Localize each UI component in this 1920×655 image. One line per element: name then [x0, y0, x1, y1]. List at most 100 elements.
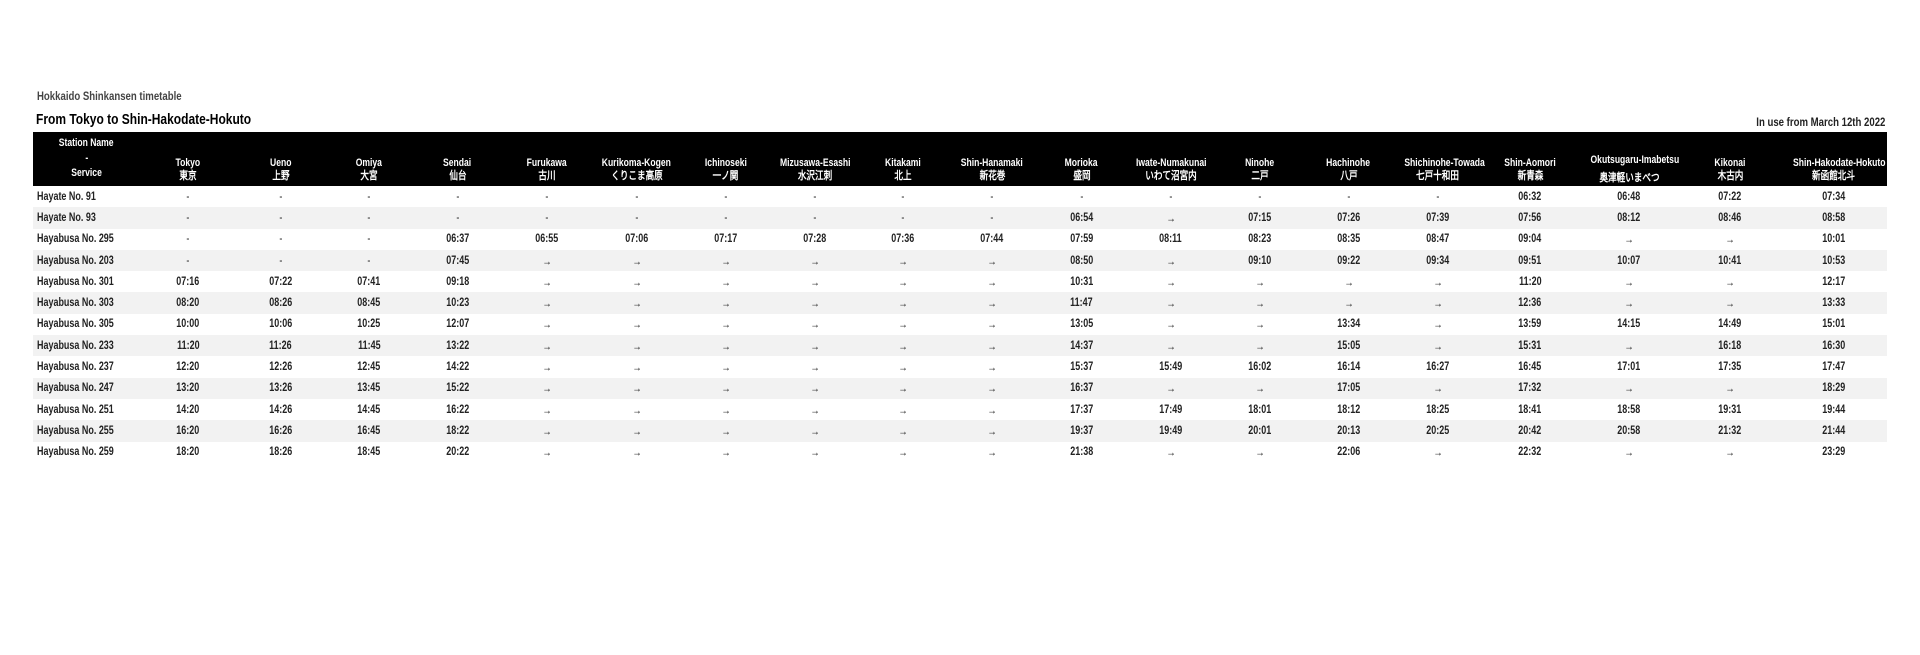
passes-arrow: →	[502, 420, 592, 441]
cell-text: →	[1624, 381, 1634, 396]
no-service-dash: -	[770, 186, 859, 207]
cell-text: 07:06	[625, 233, 648, 246]
cell-text: →	[898, 360, 908, 375]
passes-arrow: →	[770, 420, 859, 441]
cell-text: 16:45	[1518, 361, 1542, 374]
cell-text: 19:37	[1070, 424, 1093, 437]
passes-arrow: →	[1126, 442, 1215, 463]
cell-text: 15:31	[1518, 339, 1542, 352]
passes-arrow: →	[1393, 271, 1482, 292]
time-cell: 10:41	[1680, 250, 1780, 271]
cell-text: -	[279, 190, 282, 203]
passes-arrow: →	[770, 399, 859, 420]
time-cell: 15:49	[1126, 356, 1215, 377]
passes-arrow: →	[592, 356, 681, 377]
station-name-en: Furukawa	[526, 157, 568, 169]
time-cell: 07:17	[681, 229, 770, 250]
passes-arrow: →	[1215, 442, 1304, 463]
cell-text: →	[1254, 381, 1265, 396]
cell-text: →	[631, 360, 642, 375]
cell-text: →	[809, 445, 820, 460]
station-name-en: Mizusawa-Esashi	[779, 157, 851, 169]
station-name-en: Morioka	[1065, 157, 1098, 169]
cell-text: 07:39	[1426, 211, 1449, 224]
time-cell: 14:22	[413, 356, 502, 377]
station-name-jp: 新花巻	[979, 170, 1005, 182]
cell-text: →	[809, 402, 820, 417]
passes-arrow: →	[770, 271, 859, 292]
cell-text: →	[987, 296, 997, 311]
passes-arrow: →	[1215, 271, 1304, 292]
service-name: Hayate No. 93	[33, 207, 140, 228]
time-cell: 14:15	[1578, 314, 1680, 335]
cell-text: -	[545, 211, 549, 224]
time-cell: 08:11	[1126, 229, 1215, 250]
time-cell: 07:59	[1037, 229, 1126, 250]
passes-arrow: →	[1393, 292, 1482, 313]
station-header: Iwate-Numakunai いわて沼宮内	[1126, 132, 1215, 186]
table-row: Hayabusa No. 237 12:20 12:26 12:45 14:22 → → → →…	[33, 356, 1887, 377]
cell-text: 15:37	[1070, 361, 1093, 374]
station-name-jp: 盛岡	[1072, 170, 1091, 182]
time-cell: 17:47	[1780, 356, 1887, 377]
time-cell: 10:25	[325, 314, 413, 335]
passes-arrow: →	[681, 399, 770, 420]
cell-text: -	[635, 190, 638, 203]
station-name-jp: 大宮	[360, 170, 378, 182]
time-cell: 10:01	[1780, 229, 1887, 250]
passes-arrow: →	[947, 442, 1037, 463]
cell-text: 14:15	[1617, 318, 1641, 331]
time-cell: 20:58	[1578, 420, 1680, 441]
cell-text: →	[898, 296, 908, 311]
service-name: Hayabusa No. 303	[33, 292, 140, 313]
station-name-jp: 二戸	[1250, 170, 1269, 182]
time-cell: 08:35	[1304, 229, 1393, 250]
cell-text: →	[987, 317, 997, 332]
time-cell: 21:32	[1680, 420, 1780, 441]
time-cell: 08:45	[325, 292, 413, 313]
passes-arrow: →	[1126, 207, 1215, 228]
no-service-dash: -	[1215, 186, 1304, 207]
cell-text: →	[987, 381, 997, 396]
station-header: Tokyo 東京	[140, 132, 236, 186]
cell-text: 18:01	[1248, 403, 1271, 416]
time-cell: 06:32	[1482, 186, 1578, 207]
cell-text: 07:34	[1822, 190, 1845, 203]
cell-text: →	[898, 423, 908, 438]
passes-arrow: →	[592, 250, 681, 271]
no-service-dash: -	[859, 186, 947, 207]
cell-text: →	[1432, 296, 1443, 311]
cell-text: 14:37	[1070, 339, 1093, 352]
passes-arrow: →	[681, 271, 770, 292]
station-name-jp: 水沢江刺	[797, 170, 832, 182]
cell-text: 12:07	[446, 318, 469, 331]
cell-text: -	[367, 211, 371, 224]
table-row: Hayabusa No. 259 18:20 18:26 18:45 20:22 → → → →…	[33, 442, 1887, 463]
cell-text: →	[720, 381, 731, 396]
cell-text: →	[720, 445, 731, 460]
cell-text: →	[720, 253, 731, 268]
passes-arrow: →	[770, 378, 859, 399]
cell-text: 15:01	[1822, 318, 1845, 331]
passes-arrow: →	[681, 335, 770, 356]
station-name-jp: 新青森	[1517, 170, 1543, 182]
time-cell: 14:37	[1037, 335, 1126, 356]
passes-arrow: →	[947, 378, 1037, 399]
station-name-en: Okutsugaru-Imabetsu	[1590, 154, 1680, 166]
passes-arrow: →	[1578, 271, 1680, 292]
cell-text: 07:41	[357, 275, 381, 288]
cell-text: →	[720, 338, 731, 353]
station-name-en: Kitakami	[885, 157, 921, 169]
cell-text: 06:48	[1617, 190, 1641, 203]
passes-arrow: →	[859, 356, 947, 377]
service-name-text: Hayabusa No. 247	[37, 382, 114, 395]
service-name-text: Hayabusa No. 301	[37, 275, 114, 288]
cell-text: 12:17	[1822, 275, 1845, 288]
table-row: Hayabusa No. 233 11:20 11:26 11:45 13:22 → → → →…	[33, 335, 1887, 357]
time-cell: 09:04	[1482, 229, 1578, 250]
station-header: Shin-Hakodate-Hokuto 新函館北斗	[1780, 132, 1887, 186]
cell-text: 10:23	[446, 297, 469, 310]
station-header: Mizusawa-Esashi 水沢江刺	[770, 132, 859, 186]
cell-text: 16:02	[1248, 361, 1271, 374]
cell-text: →	[987, 360, 997, 375]
